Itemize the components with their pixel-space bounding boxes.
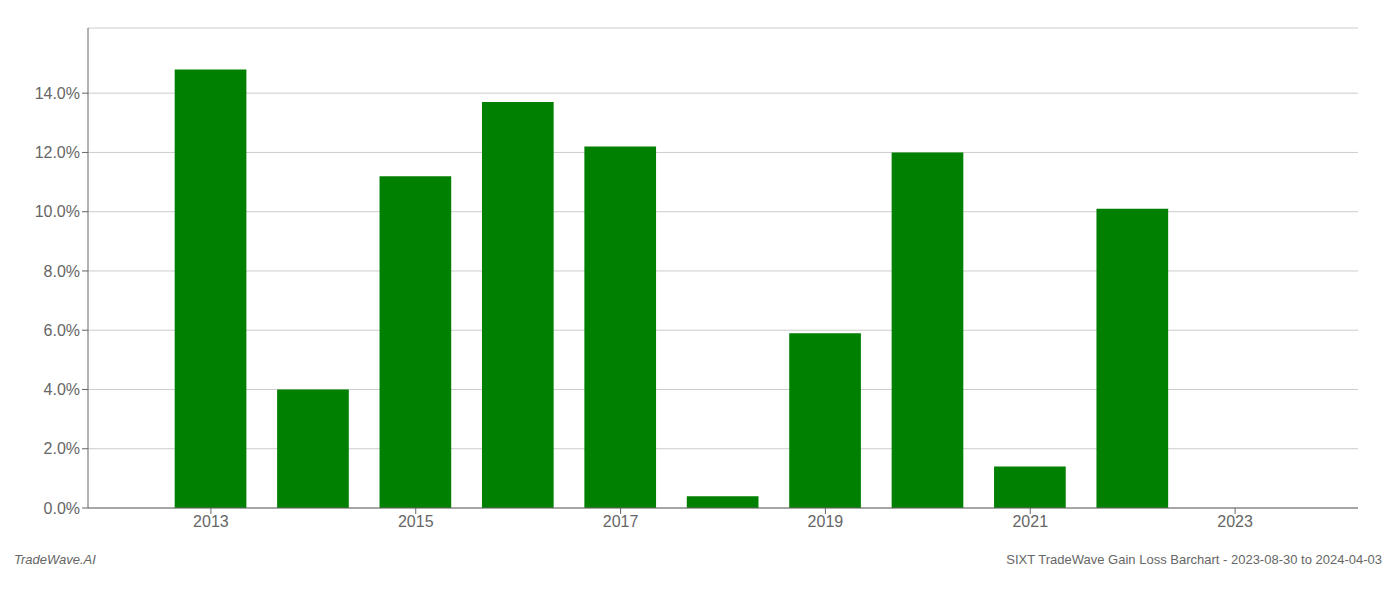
svg-text:2021: 2021 [1012,513,1048,530]
svg-text:14.0%: 14.0% [35,85,80,102]
svg-text:2019: 2019 [808,513,844,530]
svg-text:6.0%: 6.0% [44,322,80,339]
svg-text:10.0%: 10.0% [35,203,80,220]
svg-text:4.0%: 4.0% [44,381,80,398]
svg-text:2023: 2023 [1217,513,1253,530]
svg-text:12.0%: 12.0% [35,144,80,161]
svg-text:2015: 2015 [398,513,434,530]
html-text:TradeWave.AI: TradeWave.AI [14,552,96,567]
svg-text:8.0%: 8.0% [44,263,80,280]
html-text:SIXT TradeWave Gain Loss Barch: SIXT TradeWave Gain Loss Barchart - 2023… [1006,552,1382,567]
svg-text:2017: 2017 [603,513,639,530]
svg-text:2.0%: 2.0% [44,440,80,457]
svg-text:0.0%: 0.0% [44,500,80,517]
svg-text:2013: 2013 [193,513,229,530]
